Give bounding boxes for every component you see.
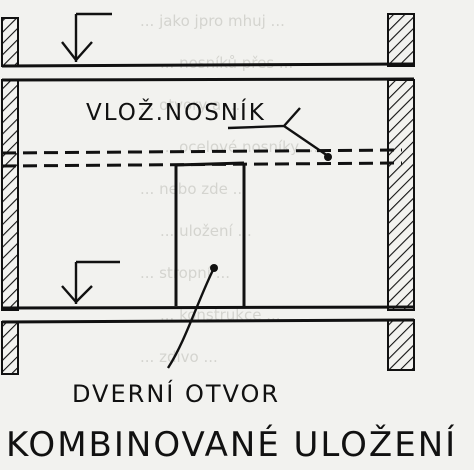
beam-label: VLOŽ.NOSNÍK bbox=[86, 98, 266, 126]
right-wall bbox=[387, 13, 415, 371]
background-text-line: ... jako jpro mhuj ... bbox=[140, 12, 285, 30]
background-text-line: ... stropní ... bbox=[140, 264, 230, 282]
lower-floor-slab bbox=[1, 305, 415, 324]
door-opening-label: DVERNÍ OTVOR bbox=[72, 379, 280, 408]
left-wall bbox=[1, 17, 19, 375]
background-text-line: ... nosníků přes ... bbox=[160, 54, 293, 72]
diagram-title: KOMBINOVANÉ ULOŽENÍ bbox=[6, 424, 457, 465]
background-text-line: ... uložení ... bbox=[160, 222, 252, 240]
background-text-line: ... ocelové nosníky ... bbox=[160, 138, 318, 156]
door-label-leader bbox=[166, 264, 218, 369]
level-marker-upper-icon bbox=[61, 12, 112, 62]
door-opening-outline bbox=[174, 161, 246, 306]
level-marker-lower-icon bbox=[61, 260, 120, 304]
background-text-line: ... otvory a ... bbox=[140, 96, 240, 114]
beam-label-leader bbox=[227, 107, 332, 161]
background-show-through-text: ... jako jpro mhuj ... ... nosníků přes .… bbox=[140, 12, 318, 366]
upper-floor-slab bbox=[1, 62, 415, 82]
background-text-line: ... nebo zde ... bbox=[140, 180, 247, 198]
background-text-line: ... zdivo ... bbox=[140, 348, 218, 366]
